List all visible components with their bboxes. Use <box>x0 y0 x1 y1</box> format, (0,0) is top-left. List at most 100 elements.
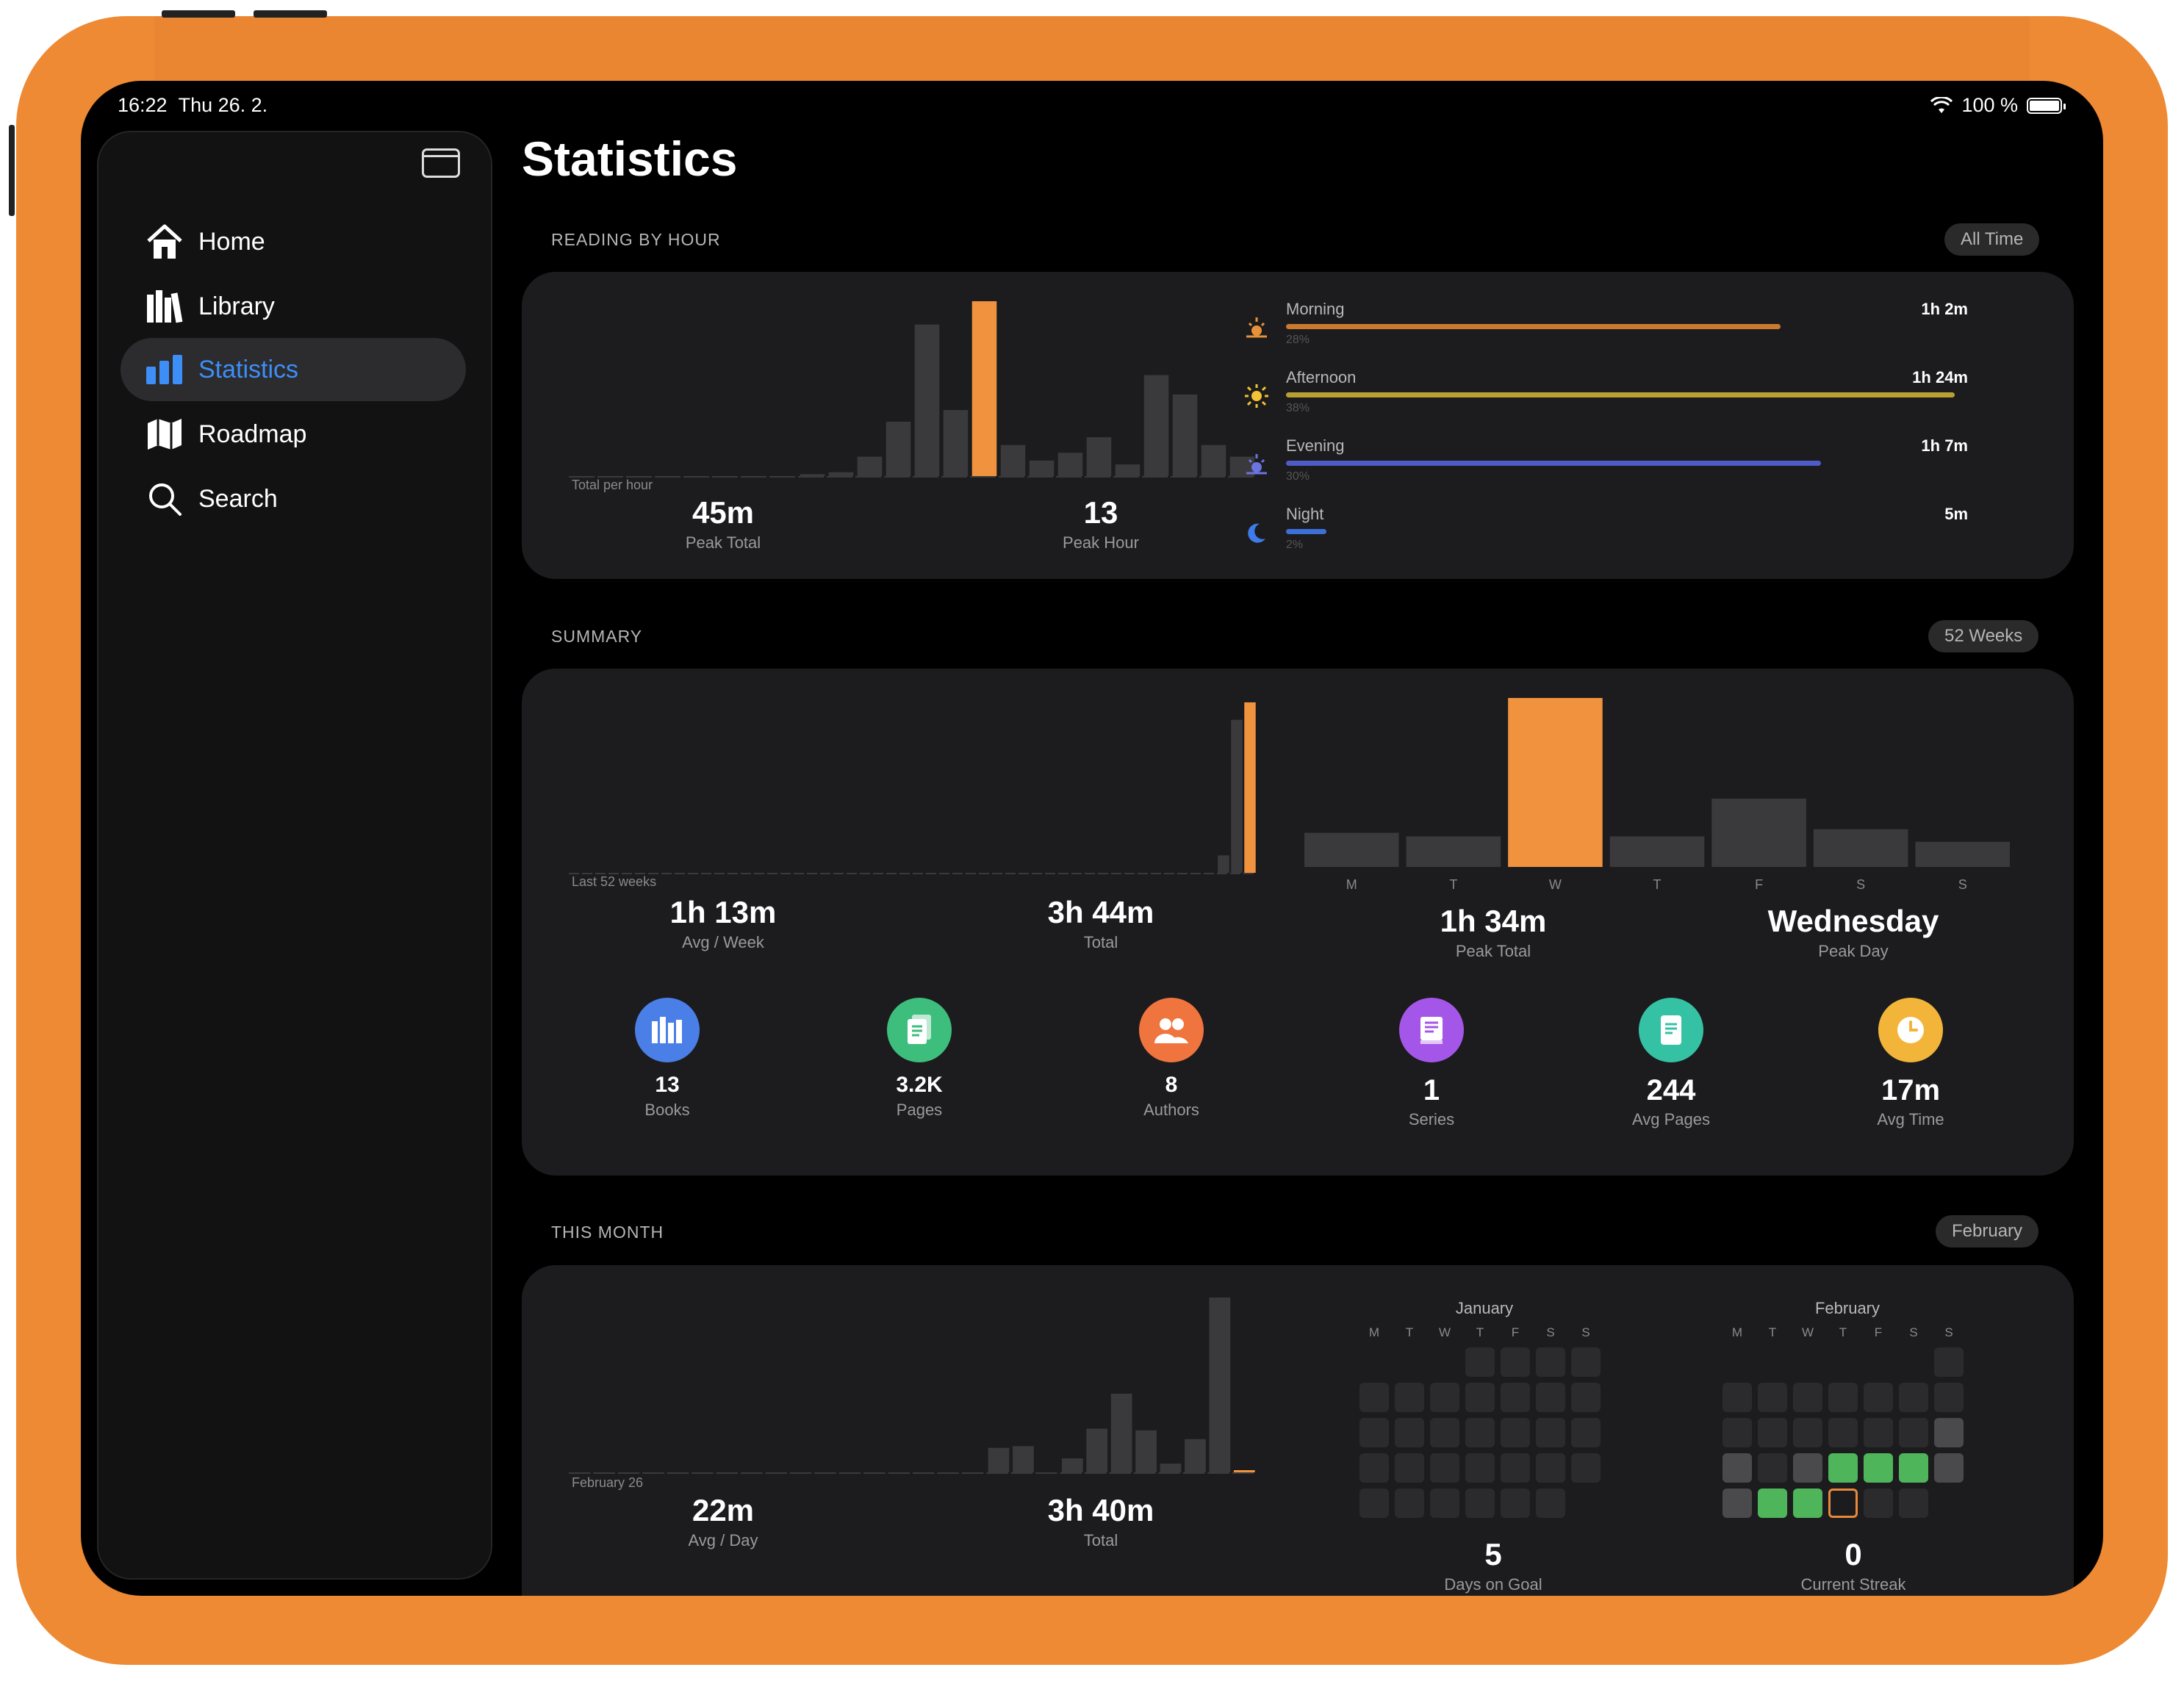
calendar-title: January <box>1455 1299 1514 1317</box>
calendar-day-cell <box>1864 1489 1893 1518</box>
chart-bar <box>1110 1393 1132 1472</box>
chart-bar <box>1406 836 1501 867</box>
time-of-day-morning: Morning 1h 2m 28% <box>1246 300 2021 366</box>
peak-hour-label: Peak Hour <box>1063 533 1139 552</box>
volume-up-button <box>162 10 235 18</box>
books-icon <box>635 998 700 1062</box>
calendar-day-cell <box>1465 1489 1495 1518</box>
sidebar-item-search[interactable]: Search <box>121 467 466 530</box>
calendar-day-cell <box>1934 1418 1964 1447</box>
calendar-day-cell <box>1899 1418 1928 1447</box>
chart-bar <box>1231 719 1243 873</box>
calendar-day-cell <box>1828 1418 1858 1447</box>
chart-bar <box>1185 1439 1206 1472</box>
sidebar-item-label: Library <box>198 292 275 320</box>
calendar-day-cell <box>1758 1453 1787 1483</box>
sidebar-item-home[interactable]: Home <box>121 210 466 273</box>
time-of-day-name: Morning <box>1286 300 1345 318</box>
filter-pill-all-time[interactable]: All Time <box>1944 223 2040 256</box>
chart-bar <box>988 1447 1010 1472</box>
chart-bar <box>1013 1446 1034 1472</box>
calendar-day-cell <box>1793 1489 1822 1518</box>
filter-pill-february[interactable]: February <box>1936 1215 2039 1248</box>
sidebar-item-statistics[interactable]: Statistics <box>121 338 466 401</box>
stat-label: Books <box>644 1101 690 1119</box>
calendar-day-cell <box>1571 1453 1601 1483</box>
weekday-tick-label: T <box>1653 877 1662 892</box>
calendar-day-cell <box>1465 1347 1495 1377</box>
stat-label: Pages <box>896 1101 943 1119</box>
stat-label: Avg Time <box>1877 1110 1944 1129</box>
calendar-day-cell <box>1465 1453 1495 1483</box>
time-of-day-percent: 30% <box>1286 470 1310 483</box>
stat-value: 1 <box>1423 1074 1440 1106</box>
calendar-day-cell <box>1934 1383 1964 1412</box>
chart-bar <box>1135 1430 1157 1472</box>
sidebar-item-library[interactable]: Library <box>121 275 466 338</box>
weekday-label: S <box>1909 1325 1918 1339</box>
calendar-day-cell <box>1758 1347 1787 1377</box>
month-total-value: 3h 40m <box>1047 1493 1154 1527</box>
chart-bar <box>1201 444 1226 476</box>
clock-icon <box>1878 998 1943 1062</box>
calendar-day-cell <box>1571 1418 1601 1447</box>
weeks-bar-chart <box>569 702 1257 874</box>
weekday-label: S <box>1546 1325 1555 1339</box>
stat-value: 3.2K <box>896 1073 943 1097</box>
calendar-february: February M T W T F S S <box>1723 1299 1972 1518</box>
time-of-day-bar <box>1286 529 1326 534</box>
weekday-label: T <box>1768 1325 1777 1339</box>
peak-hour-value: 13 <box>1083 495 1118 530</box>
stat-books: 13 Books <box>586 998 748 1120</box>
chart-bar <box>1813 829 1908 867</box>
avg-day-value: 22m <box>692 1493 755 1527</box>
calendar-day-cell <box>1723 1453 1752 1483</box>
section-label-this-month: THIS MONTH <box>551 1223 664 1242</box>
calendar-day-cell <box>1395 1347 1424 1377</box>
days-on-goal-value: 5 <box>1484 1537 1502 1572</box>
weekday-tick-label: W <box>1549 877 1562 892</box>
chart-bar <box>1086 437 1112 476</box>
sidebar-toggle-icon[interactable] <box>422 148 460 178</box>
stat-value: 244 <box>1646 1074 1696 1106</box>
sunrise-icon <box>1246 317 1267 338</box>
device-case-band <box>154 16 2030 82</box>
calendar-day-cell <box>1536 1489 1565 1518</box>
calendar-weekdays: M T W T F S S <box>1723 1325 1972 1340</box>
calendar-january: January M T W T F S S <box>1359 1299 1609 1518</box>
magnifier-icon <box>144 478 185 519</box>
calendar-weekdays: M T W T F S S <box>1359 1325 1609 1340</box>
bar-chart-icon <box>144 349 185 390</box>
calendar-day-cell <box>1359 1418 1389 1447</box>
calendar-day-cell <box>1899 1453 1928 1483</box>
calendar-day-cell <box>1430 1347 1459 1377</box>
chart-bar <box>1061 1458 1083 1472</box>
sidebar-item-roadmap[interactable]: Roadmap <box>121 403 466 466</box>
weekday-label: W <box>1801 1325 1814 1339</box>
time-of-day-value: 1h 24m <box>1912 368 1968 386</box>
stat-label: Avg Pages <box>1631 1110 1710 1129</box>
people-icon <box>1139 998 1204 1062</box>
month-caption: February 26 <box>572 1475 644 1490</box>
peak-total-value: 45m <box>692 495 755 530</box>
chart-bar <box>1609 836 1705 867</box>
calendar-day-cell <box>1359 1347 1389 1377</box>
weekday-tick-label: S <box>1958 877 1967 892</box>
sidebar-item-label: Statistics <box>198 355 299 384</box>
sunset-icon <box>1246 454 1267 475</box>
time-of-day-value: 5m <box>1944 505 1968 523</box>
weekday-label: F <box>1874 1325 1883 1339</box>
calendar-day-cell <box>1934 1489 1964 1518</box>
calendar-day-cell <box>1501 1347 1530 1377</box>
chart-bar <box>971 301 997 476</box>
calendar-day-cell <box>1723 1489 1752 1518</box>
calendar-day-cell <box>1899 1489 1928 1518</box>
chart-bar <box>1915 841 2010 867</box>
peak-hour-metric: 13 Peak Hour <box>969 495 1233 552</box>
calendar-day-cell <box>1395 1489 1424 1518</box>
calendar-day-cell <box>1465 1418 1495 1447</box>
calendar-day-cell <box>1571 1383 1601 1412</box>
chart-bar <box>800 474 825 476</box>
filter-pill-52-weeks[interactable]: 52 Weeks <box>1928 620 2039 652</box>
